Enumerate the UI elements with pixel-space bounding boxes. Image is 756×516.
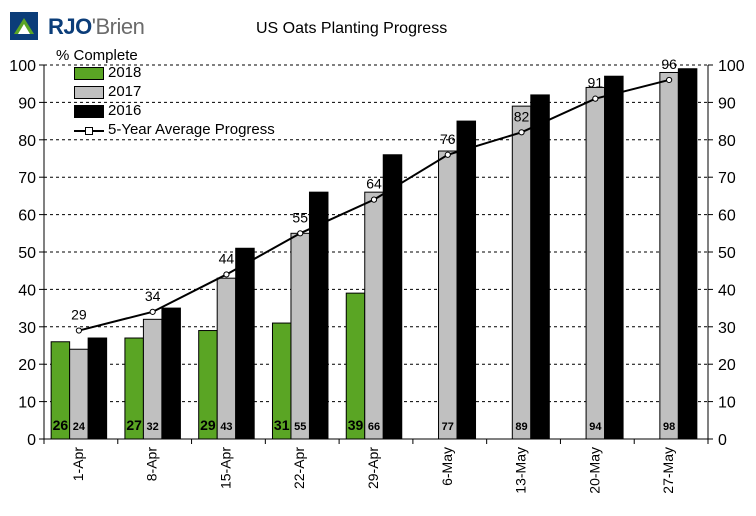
average-point [666, 76, 673, 84]
legend-label-2018: 2018 [108, 64, 142, 81]
y-tick-label-left: 60 [18, 208, 36, 225]
bar-2017 [290, 232, 310, 440]
average-data-label: 96 [661, 56, 677, 72]
y-tick-label-left: 40 [18, 282, 36, 299]
logo-brand-a: RJO [48, 14, 92, 39]
logo-brand-b: 'Brien [91, 14, 145, 39]
y-tick-label-left: 50 [18, 245, 36, 262]
y-tick-label-right: 100 [718, 58, 745, 75]
x-tick-label: 6-May [439, 447, 455, 486]
bar-2017 [364, 191, 384, 440]
data-label-2017: 66 [368, 421, 380, 433]
y-tick-label-left: 30 [18, 320, 36, 337]
bar-2017 [585, 86, 606, 440]
average-data-label: 34 [145, 288, 161, 304]
average-data-label: 76 [440, 131, 456, 147]
y-axis-label: % Complete [56, 47, 138, 64]
average-point [370, 196, 378, 203]
x-tick-label: 1-Apr [70, 447, 86, 482]
bar-2016 [604, 75, 624, 440]
y-tick-label-right: 20 [718, 357, 736, 374]
average-point [223, 271, 230, 278]
legend-label-average: 5-Year Average Progress [108, 121, 275, 138]
data-label-2018: 26 [53, 417, 69, 433]
y-tick-label-right: 40 [718, 282, 736, 299]
bar-2016 [161, 307, 181, 440]
y-tick-label-right: 0 [718, 432, 727, 449]
x-tick-label: 29-Apr [365, 447, 381, 489]
bar-2016 [382, 154, 403, 440]
y-tick-label-left: 10 [18, 395, 36, 412]
logo-mark-icon [10, 12, 38, 40]
bar-2016 [87, 337, 108, 440]
y-tick-label-left: 0 [27, 432, 36, 449]
y-tick-label-right: 80 [718, 133, 736, 150]
average-point [75, 327, 82, 334]
x-tick-label: 27-May [660, 447, 676, 494]
x-tick-label: 22-Apr [291, 447, 307, 489]
y-tick-label-right: 90 [718, 95, 736, 112]
data-label-2017: 89 [515, 421, 527, 433]
bar-2017 [438, 150, 458, 440]
legend-label-2017: 2017 [108, 83, 142, 100]
legend-swatch-2016 [74, 105, 104, 118]
data-label-2018: 39 [348, 417, 364, 433]
y-tick-label-left: 20 [18, 357, 36, 374]
average-data-label: 29 [71, 307, 87, 323]
bar-2017 [511, 105, 532, 440]
y-tick-label-right: 30 [718, 320, 736, 337]
y-tick-label-left: 90 [18, 95, 36, 112]
average-data-label: 64 [366, 176, 382, 192]
bar-2016 [235, 247, 255, 440]
legend-label-2016: 2016 [108, 102, 142, 119]
bar-2017 [216, 277, 237, 440]
data-label-2018: 31 [274, 417, 290, 433]
data-label-2017: 24 [73, 421, 86, 433]
x-tick-label: 8-Apr [144, 447, 160, 482]
y-tick-label-left: 100 [9, 58, 36, 75]
bar-2016 [456, 120, 477, 440]
bar-2016 [530, 94, 550, 440]
legend-marker-average [85, 127, 93, 135]
company-logo: RJO'Brien [8, 6, 158, 46]
data-label-2017: 98 [663, 421, 675, 433]
average-data-label: 55 [292, 209, 308, 225]
average-point [592, 95, 599, 102]
data-label-2017: 32 [147, 421, 159, 433]
average-point [444, 151, 451, 158]
x-tick-label: 15-Apr [217, 447, 233, 489]
y-tick-label-right: 70 [718, 170, 736, 187]
x-tick-label: 20-May [586, 447, 602, 494]
bar-2017 [659, 71, 679, 440]
logo-text: RJO'Brien [48, 14, 145, 40]
bar-2016 [677, 68, 698, 440]
legend-swatch-2017 [74, 86, 104, 99]
average-data-label: 44 [219, 250, 235, 266]
data-label-2017: 77 [442, 421, 454, 433]
y-tick-label-left: 80 [18, 133, 36, 150]
data-label-2017: 55 [294, 421, 306, 433]
y-tick-label-right: 50 [718, 245, 736, 262]
average-point [297, 230, 304, 237]
chart-title: US Oats Planting Progress [256, 20, 448, 37]
bar-2016 [308, 191, 329, 440]
legend-swatch-2018 [74, 67, 104, 80]
average-point [149, 308, 156, 315]
data-label-2018: 29 [200, 417, 216, 433]
x-tick-label: 13-May [513, 447, 529, 494]
data-label-2017: 43 [220, 421, 232, 433]
data-label-2017: 94 [589, 421, 602, 433]
average-data-label: 91 [588, 75, 604, 91]
data-label-2018: 27 [126, 417, 142, 433]
y-tick-label-right: 60 [718, 208, 736, 225]
average-data-label: 82 [514, 108, 530, 124]
y-tick-label-right: 10 [718, 395, 736, 412]
average-point [518, 129, 525, 136]
y-tick-label-left: 70 [18, 170, 36, 187]
